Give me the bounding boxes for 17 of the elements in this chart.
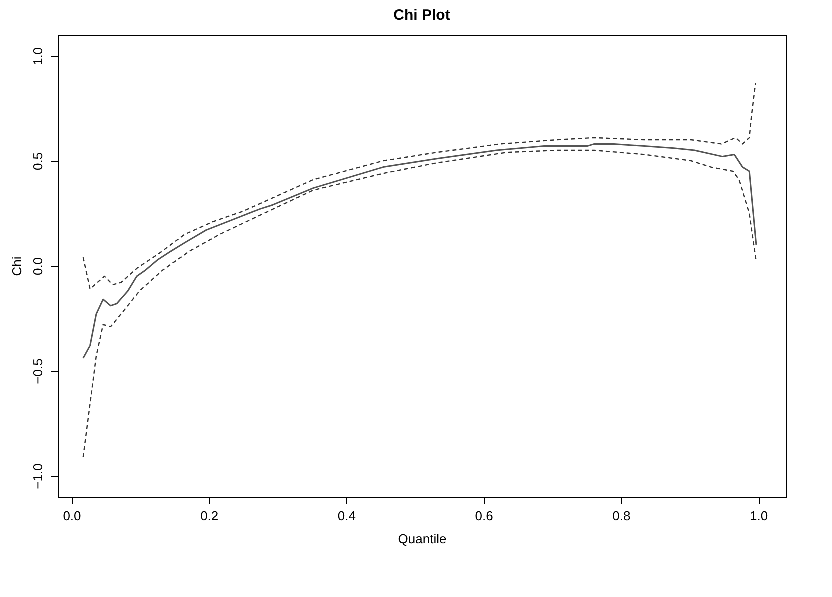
line-series — [82, 143, 758, 360]
y-tick-label: 0.5 — [30, 152, 46, 171]
y-tick-label: −0.5 — [30, 358, 46, 384]
x-axis-title: Quantile — [398, 532, 447, 546]
line-series — [82, 82, 756, 290]
chart-title: Chi Plot — [394, 7, 450, 24]
x-tick-label: 0.2 — [200, 508, 219, 524]
y-axis-title: Chi — [10, 256, 24, 276]
x-tick-label: 0.0 — [63, 508, 82, 524]
line-series — [82, 150, 758, 458]
y-tick-label: 0.0 — [30, 257, 46, 276]
y-tick-label: 1.0 — [30, 47, 46, 66]
x-tick-label: 0.6 — [475, 508, 494, 524]
x-tick-label: 0.4 — [338, 508, 356, 524]
x-tick-label: 1.0 — [750, 508, 768, 524]
x-tick-label: 0.8 — [612, 508, 631, 524]
y-tick-label: −1.0 — [30, 464, 46, 490]
